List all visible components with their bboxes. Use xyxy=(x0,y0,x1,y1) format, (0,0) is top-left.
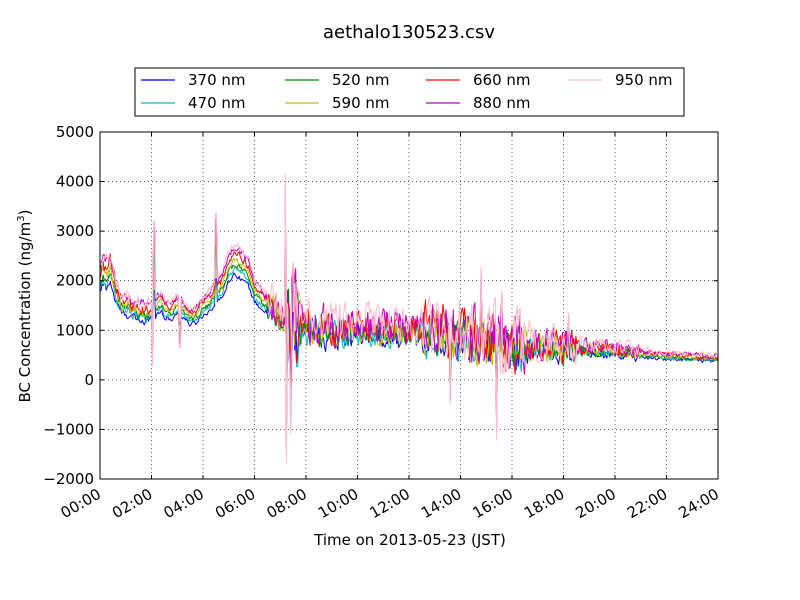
y-axis-label-superscript: 3 xyxy=(16,215,27,221)
legend-label: 660 nm xyxy=(473,71,531,89)
y-tick-label: 3000 xyxy=(56,222,94,240)
series-lines xyxy=(99,173,719,465)
legend-label: 590 nm xyxy=(332,94,390,112)
axis-ticks xyxy=(99,131,719,480)
legend-label: 370 nm xyxy=(188,71,246,89)
y-tick-label: 5000 xyxy=(56,123,94,141)
legend-label: 950 nm xyxy=(615,71,673,89)
x-axis-label: Time on 2013-05-23 (JST) xyxy=(313,531,506,549)
y-tick-labels: 5000 4000 3000 2000 1000 0 −1000 −2000 xyxy=(43,123,94,488)
legend-label: 880 nm xyxy=(473,94,531,112)
series-line-950-nm xyxy=(99,173,719,465)
legend-label: 520 nm xyxy=(332,71,390,89)
y-tick-label: 0 xyxy=(84,371,94,389)
y-tick-label: 1000 xyxy=(56,321,94,339)
y-axis-label: BC Concentration (ng/m3) xyxy=(16,210,34,403)
legend-frame xyxy=(134,67,685,117)
y-tick-label: −1000 xyxy=(43,420,94,438)
y-axis-label-end: ) xyxy=(16,210,34,216)
chart-title: aethalo130523.csv xyxy=(323,22,495,43)
legend: 370 nm 470 nm 520 nm 590 nm 660 nm 880 nm 950 … xyxy=(134,67,685,117)
y-tick-label: 2000 xyxy=(56,272,94,290)
y-tick-label: −2000 xyxy=(43,470,94,488)
y-axis-label-main: BC Concentration (ng/m xyxy=(16,222,34,403)
legend-label: 470 nm xyxy=(188,94,246,112)
y-tick-label: 4000 xyxy=(56,173,94,191)
